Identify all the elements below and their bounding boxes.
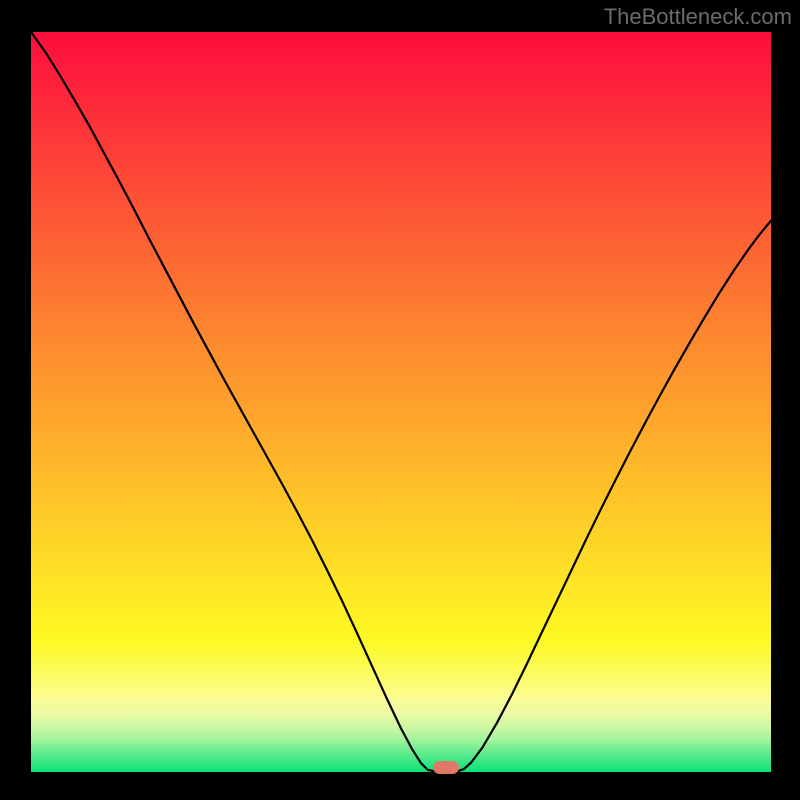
optimal-marker: [433, 761, 460, 774]
gradient-plot-area: [31, 32, 771, 772]
watermark-text: TheBottleneck.com: [604, 4, 792, 30]
chart-container: TheBottleneck.com: [0, 0, 800, 800]
